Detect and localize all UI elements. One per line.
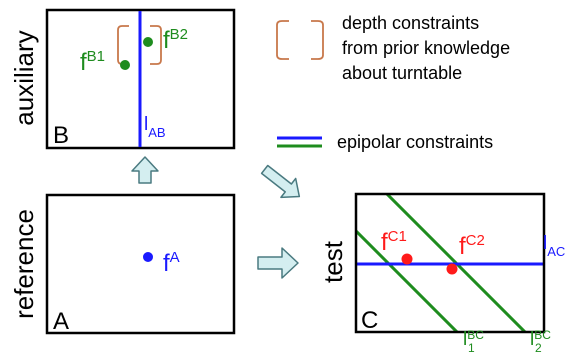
legend-depth-line-2: from prior knowledge	[342, 38, 510, 58]
label-fa: fA	[163, 249, 180, 277]
panel-b-frame	[45, 8, 236, 150]
panel-a-frame	[45, 193, 236, 335]
label-fb2: fB2	[163, 26, 188, 54]
depth-constraint-bracket-right	[150, 25, 162, 65]
panel-a-side-label: reference	[9, 209, 39, 319]
arrow-a-to-b	[131, 156, 159, 184]
point-fb2	[143, 37, 153, 47]
panel-b-side-label: auxiliary	[9, 30, 39, 125]
legend-epipolar-label: epipolar constraints	[337, 132, 493, 152]
panel-a-corner-label: A	[53, 308, 69, 335]
panel-c-corner-label: C	[361, 307, 378, 334]
panel-b-corner-label: B	[53, 122, 69, 149]
arrow-b-to-c	[260, 164, 301, 199]
label-lac: lAC	[543, 233, 565, 259]
arrows	[131, 156, 301, 279]
label-fb1: fB1	[80, 48, 105, 76]
label-lab: lAB	[144, 114, 166, 140]
legend-depth-line-3: about turntable	[342, 63, 462, 83]
panel-test: fC1 fC2 lAC lBC 1 lBC 2 C	[354, 192, 565, 355]
depth-constraint-bracket-left	[117, 25, 129, 65]
legend-bracket-left	[276, 20, 289, 60]
legend: depth constraints from prior knowledge a…	[276, 13, 510, 152]
panel-c-frame	[354, 192, 546, 334]
label-fc2: fC2	[459, 232, 485, 260]
epipolar-line-bc2	[384, 194, 528, 332]
point-fb1	[120, 60, 130, 70]
label-fc1: fC1	[381, 228, 407, 256]
point-fc2	[446, 263, 458, 275]
panel-auxiliary: fB1 fB2 lAB B	[45, 8, 236, 150]
epipolar-line-bc1	[356, 228, 460, 332]
legend-depth-line-1: depth constraints	[342, 13, 479, 33]
legend-bracket-right	[311, 20, 324, 60]
point-fa	[143, 252, 153, 262]
label-lbc1: lBC 1	[463, 328, 484, 355]
label-lbc2: lBC 2	[530, 328, 551, 355]
panel-c-side-label: test	[318, 240, 348, 283]
arrow-a-to-c	[257, 247, 299, 279]
panel-reference: fA A	[45, 193, 236, 335]
point-fc1	[401, 253, 413, 265]
